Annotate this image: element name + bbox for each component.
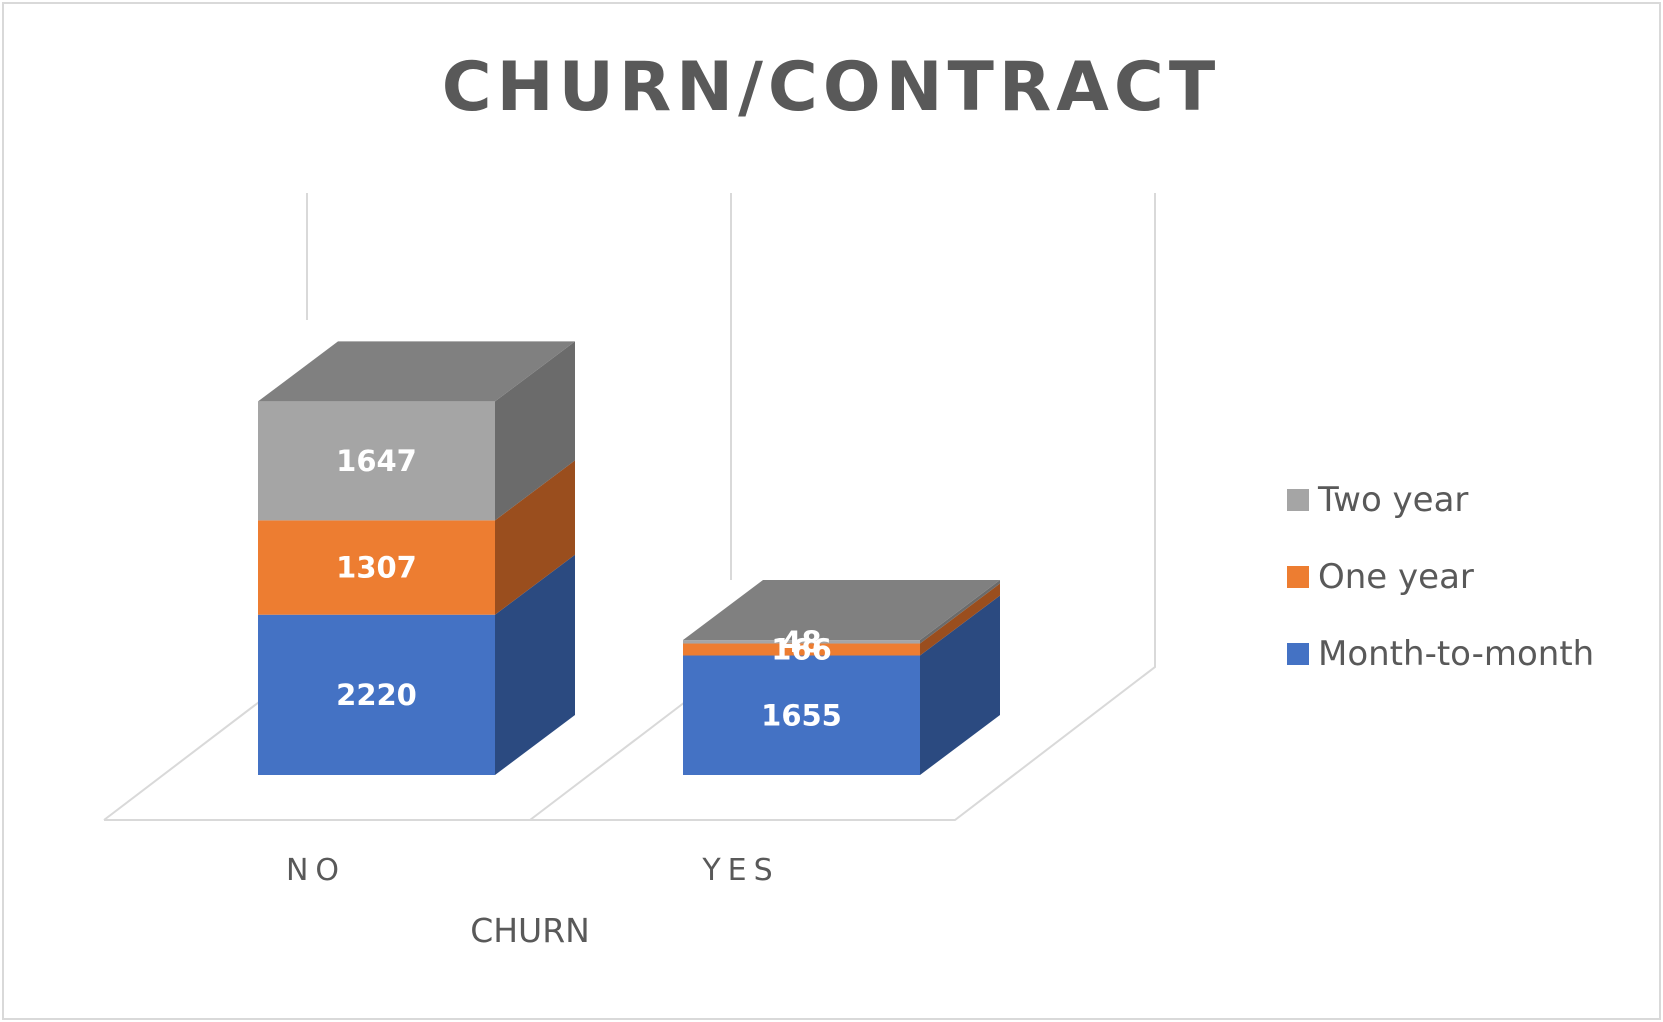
bar-top-yes (683, 580, 1000, 641)
data-label-two-year-yes: 48 (781, 625, 821, 659)
bar-side-month-to-month-no (495, 554, 575, 775)
data-label-two-year-no: 1647 (336, 444, 417, 478)
chart-title: CHURN/CONTRACT (442, 48, 1220, 127)
legend-item-one-year: One year (1287, 557, 1474, 597)
bar-top-no (258, 341, 575, 402)
floor-right-edge (104, 193, 1156, 821)
bar-front-two-year-no (258, 401, 495, 521)
x-axis-title: CHURN (470, 911, 590, 950)
legend-label-month-to-month: Month-to-month (1318, 634, 1594, 674)
legend-label-one-year: One year (1318, 557, 1474, 597)
bar-front-month-to-month-yes (683, 655, 920, 775)
legend-item-two-year: Two year (1287, 480, 1468, 520)
data-label-one-year-no: 1307 (336, 551, 417, 585)
legend-label-two-year: Two year (1317, 480, 1468, 520)
bar-side-one-year-yes (920, 583, 1000, 656)
data-label-month-to-month-no: 2220 (336, 678, 417, 712)
bar-stack-no: 2220 1307 1647 (258, 341, 575, 775)
category-label-yes: YES (701, 853, 779, 888)
bar-front-two-year-yes (683, 640, 920, 644)
bar-front-one-year-no (258, 520, 495, 615)
data-label-month-to-month-yes: 1655 (761, 698, 842, 732)
bar-side-one-year-no (495, 460, 575, 615)
bar-side-month-to-month-yes (920, 595, 1000, 775)
legend-swatch-month-to-month (1287, 643, 1309, 665)
bar-side-two-year-yes (920, 580, 1000, 644)
bar-front-one-year-yes (683, 643, 920, 656)
legend-item-month-to-month: Month-to-month (1287, 634, 1594, 674)
bar-side-two-year-no (495, 341, 575, 521)
category-labels: NO YES (286, 853, 779, 888)
data-label-one-year-yes: 166 (771, 633, 832, 667)
category-label-no: NO (286, 853, 346, 888)
legend-swatch-one-year (1287, 566, 1309, 588)
legend: Two year One year Month-to-month (1287, 480, 1594, 674)
bar-front-month-to-month-no (258, 614, 495, 775)
legend-swatch-two-year (1287, 489, 1309, 511)
